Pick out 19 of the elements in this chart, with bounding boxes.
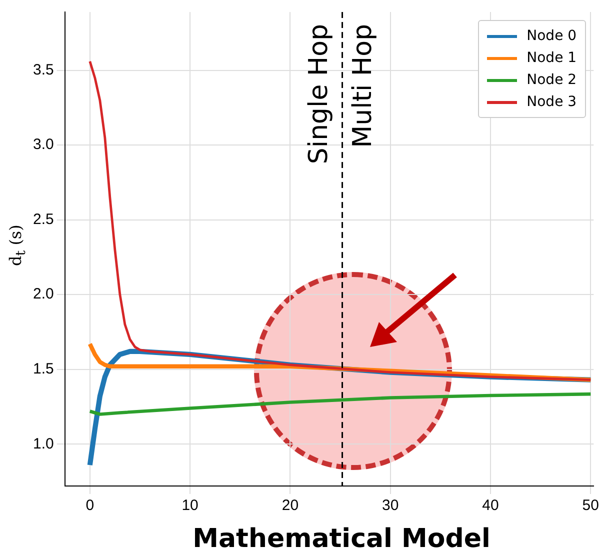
x-tick-label: 20: [282, 497, 299, 514]
y-tick-label: 1.0: [32, 435, 54, 452]
y-tick-label: 2.0: [32, 286, 54, 303]
x-axis-title: Mathematical Model: [192, 524, 492, 554]
x-tick-label: 0: [86, 497, 94, 514]
x-tick-label: 40: [482, 497, 499, 514]
legend-label: Node 2: [526, 72, 577, 88]
x-tick-label: 50: [582, 497, 599, 514]
annotation: Single Hop: [304, 24, 334, 164]
legend-label: Node 3: [526, 94, 577, 110]
y-tick-label: 3.5: [32, 61, 54, 78]
x-tick-label: 10: [182, 497, 198, 514]
legend-label: Node 0: [526, 28, 577, 44]
y-tick-label: 3.0: [32, 136, 54, 154]
annotation: Multi Hop: [348, 24, 378, 148]
y-tick-label: 1.5: [32, 360, 54, 378]
x-tick-label: 30: [382, 497, 399, 514]
legend-label: Node 1: [526, 50, 577, 66]
y-tick-label: 2.5: [32, 210, 54, 228]
